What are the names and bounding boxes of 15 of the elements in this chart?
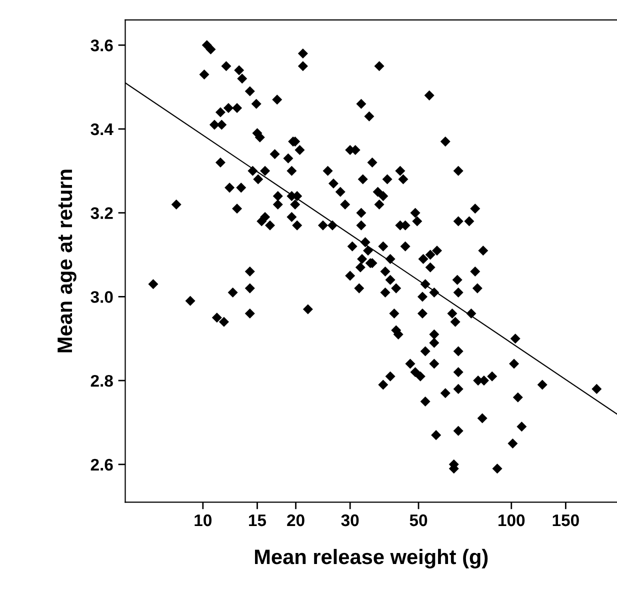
x-axis-title: Mean release weight (g) <box>255 548 488 568</box>
y-tick-label: 2.6 <box>90 458 113 471</box>
x-tick-label: 50 <box>410 514 428 526</box>
x-tick-label: 150 <box>552 514 579 526</box>
y-axis-title: Mean age at return <box>58 170 76 352</box>
x-tick-label: 100 <box>498 514 525 526</box>
x-tick-label: 10 <box>194 514 212 526</box>
x-tick-label: 30 <box>341 514 359 526</box>
y-tick-label: 3.4 <box>90 123 114 136</box>
x-tick-label: 20 <box>287 514 304 526</box>
y-tick-label: 2.8 <box>90 374 113 387</box>
y-tick-label: 3.6 <box>90 40 113 52</box>
y-tick-label: 3.2 <box>90 207 113 220</box>
x-tick-label: 15 <box>249 514 266 526</box>
y-tick-label: 3.0 <box>90 291 113 303</box>
